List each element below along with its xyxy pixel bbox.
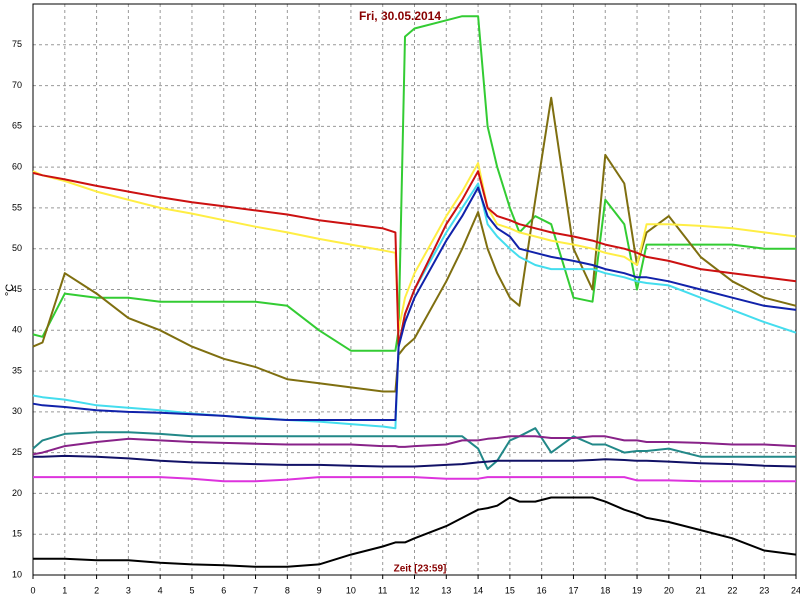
y-tick-label: 35 (12, 365, 22, 375)
x-tick-label: 2 (94, 585, 99, 595)
plot-frame (32, 3, 797, 576)
x-tick-label: 11 (378, 585, 387, 595)
x-tick-label: 6 (221, 585, 226, 595)
series-line (33, 476, 796, 483)
series-line (32, 15, 796, 352)
y-tick-label: 20 (12, 488, 22, 498)
series-line (32, 427, 796, 470)
x-tick-label: 4 (158, 585, 163, 595)
series-line (32, 162, 797, 332)
series-line (32, 186, 797, 421)
series-line (32, 435, 797, 456)
y-tick-label: 70 (12, 80, 22, 90)
x-tick-label: 24 (791, 585, 800, 595)
x-tick-label: 5 (189, 585, 194, 595)
x-tick-label: 12 (409, 585, 419, 595)
x-tick-label: 21 (696, 585, 706, 595)
y-tick-label: 45 (12, 284, 22, 294)
x-tick-label: 9 (317, 585, 322, 595)
x-tick-label: 7 (253, 585, 258, 595)
x-tick-label: 19 (632, 585, 642, 595)
y-tick-label: 10 (12, 569, 22, 579)
x-tick-label: 14 (473, 585, 483, 595)
y-tick-label: 30 (12, 406, 22, 416)
x-tick-label: 17 (568, 585, 578, 595)
x-tick-label: 13 (441, 585, 451, 595)
y-tick-label: 60 (12, 162, 22, 172)
series-line (33, 496, 797, 568)
chart-title: Fri, 30.05.2014 (359, 9, 441, 23)
x-tick-label: 20 (664, 585, 674, 595)
x-tick-label: 16 (537, 585, 547, 595)
x-tick-label: 22 (727, 585, 737, 595)
y-tick-label: 25 (12, 447, 22, 457)
y-tick-label: 40 (12, 325, 22, 335)
x-tick-label: 8 (285, 585, 290, 595)
y-tick-label: 15 (12, 529, 22, 539)
x-tick-label: 23 (759, 585, 769, 595)
series-line (32, 170, 797, 348)
series-line (33, 454, 797, 468)
x-tick-label: 0 (30, 585, 35, 595)
y-tick-label: 75 (12, 39, 22, 49)
x-axis-label: Zeit [23:59] (394, 564, 447, 575)
x-tick-label: 3 (126, 585, 131, 595)
y-tick-label: 55 (12, 202, 22, 212)
y-tick-label: 50 (12, 243, 22, 253)
y-axis-label: °C (4, 284, 16, 296)
y-tick-label: 65 (12, 121, 22, 131)
x-tick-label: 15 (505, 585, 515, 595)
x-tick-label: 1 (62, 585, 67, 595)
x-tick-label: 10 (346, 585, 356, 595)
x-tick-label: 18 (600, 585, 610, 595)
